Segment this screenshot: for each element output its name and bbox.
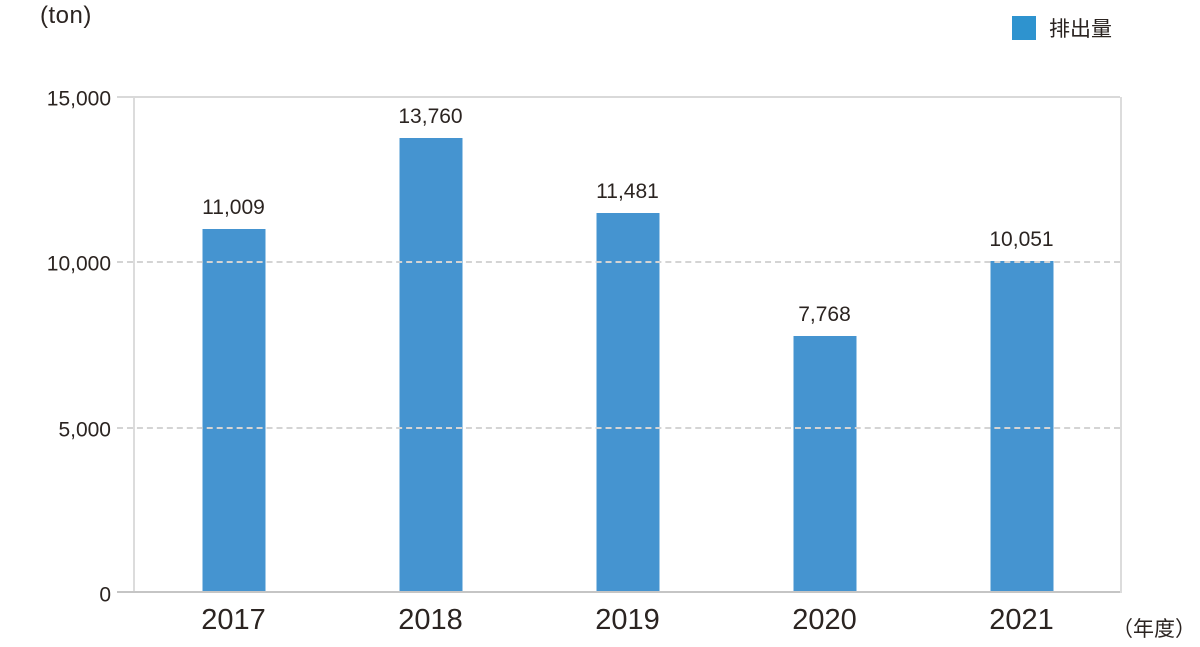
gridline-5000 (117, 426, 1120, 429)
bar-value-label-2017: 11,009 (202, 195, 265, 219)
x-tick-label-2021: 2021 (989, 604, 1054, 636)
bar-group-2018: 13,760 (332, 97, 529, 593)
bar-2018 (399, 138, 462, 593)
y-tick-label-15000: 15,000 (46, 87, 111, 111)
bar-value-label-2018: 13,760 (398, 105, 463, 129)
y-axis-unit-label: (ton) (40, 2, 92, 29)
legend-swatch-icon (1012, 16, 1036, 40)
bar-2017 (202, 228, 265, 593)
bar-group-2019: 11,481 (529, 97, 726, 593)
plot-area: 11,009 13,760 11,481 7,768 10,051 2017 2018 20… (47, 89, 1122, 636)
x-tick-label-2020: 2020 (792, 604, 857, 636)
x-axis-unit-label: （年度） (1112, 618, 1196, 641)
bar-group-2021: 10,051 (923, 97, 1120, 593)
bar-group-2020: 7,768 (726, 97, 923, 593)
x-axis-labels: 2017 2018 2019 2020 2021 (135, 604, 1120, 637)
bar-2020 (793, 336, 856, 593)
x-tick-label-2019: 2019 (595, 604, 660, 636)
x-tick-label-2018: 2018 (398, 604, 463, 636)
bar-value-label-2020: 7,768 (798, 303, 851, 327)
bar-2019 (596, 213, 659, 593)
bars-container: 11,009 13,760 11,481 7,768 10,051 (135, 97, 1120, 593)
legend-label: 排出量 (1049, 18, 1112, 41)
y-tick-label-5000: 5,000 (58, 418, 111, 442)
y-tick-label-10000: 10,000 (46, 252, 111, 276)
legend: 排出量 (1012, 13, 1112, 43)
gridline-15000 (117, 96, 1120, 98)
bar-value-label-2021: 10,051 (989, 227, 1054, 251)
y-tick-label-0: 0 (99, 583, 111, 607)
bar-group-2017: 11,009 (135, 97, 332, 593)
x-tick-label-2017: 2017 (201, 604, 266, 636)
bar-value-label-2019: 11,481 (596, 180, 659, 204)
gridline-0 (117, 591, 1120, 593)
gridline-10000 (117, 261, 1120, 264)
